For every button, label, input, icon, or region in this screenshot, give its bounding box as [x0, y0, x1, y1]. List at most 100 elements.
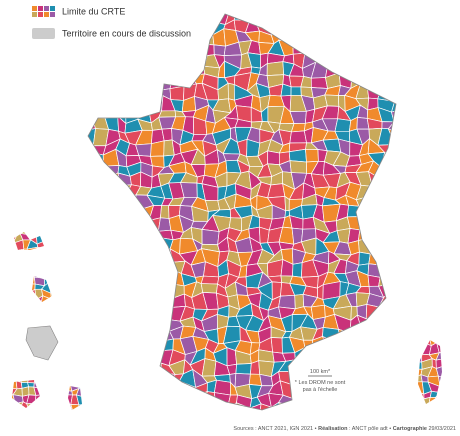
territory	[403, 108, 416, 120]
territory	[149, 61, 164, 75]
territory	[366, 218, 383, 230]
territory	[169, 419, 182, 432]
territory	[311, 38, 326, 58]
territory	[400, 303, 416, 316]
territory	[39, 304, 51, 314]
territory	[92, 54, 110, 64]
territory	[62, 359, 74, 371]
territory	[139, 326, 150, 342]
territory	[333, 335, 346, 354]
territory	[14, 318, 25, 327]
territory	[366, 228, 386, 238]
territory	[12, 400, 16, 410]
territory	[62, 367, 74, 378]
territory	[92, 390, 101, 397]
territory	[61, 311, 70, 321]
scale: 100 km* * Les DROM ne sont pas à l'échel…	[295, 369, 346, 393]
territory	[366, 14, 382, 25]
territory	[62, 372, 74, 383]
territory	[96, 214, 109, 235]
territory	[200, 275, 220, 285]
territory	[391, 336, 396, 355]
territory	[394, 143, 396, 155]
territory	[134, 336, 150, 354]
territory	[324, 94, 340, 107]
territory	[381, 391, 390, 410]
territory	[377, 28, 396, 46]
territory	[88, 87, 98, 98]
territory	[343, 347, 360, 366]
territory	[377, 38, 396, 54]
territory	[322, 30, 341, 46]
territory	[102, 95, 119, 111]
footer-part: 29/03/2021	[427, 426, 456, 432]
territory	[134, 260, 155, 274]
territory	[200, 283, 218, 294]
territory	[411, 405, 424, 417]
territory	[88, 193, 98, 210]
territory	[88, 338, 99, 351]
territory	[356, 369, 374, 388]
territory	[114, 419, 126, 429]
territory	[83, 234, 94, 245]
territory	[390, 314, 396, 330]
territory	[12, 311, 18, 320]
territory	[36, 407, 46, 410]
territory	[289, 31, 306, 44]
territory	[32, 317, 44, 325]
territory	[380, 405, 390, 410]
territory	[169, 38, 188, 54]
territory	[70, 255, 80, 266]
territory	[83, 369, 92, 374]
territory	[420, 396, 431, 404]
territory	[136, 359, 149, 375]
territory	[88, 314, 100, 332]
territory	[92, 405, 101, 413]
territory	[69, 269, 79, 278]
territory	[368, 170, 385, 187]
territory	[379, 251, 395, 266]
territory	[168, 405, 183, 410]
territory	[91, 74, 105, 89]
territory	[428, 406, 437, 415]
territory	[104, 259, 120, 278]
territory	[40, 232, 52, 235]
territory	[418, 340, 425, 345]
territory	[78, 372, 82, 385]
territory	[147, 324, 163, 343]
territory	[48, 394, 57, 406]
territory	[402, 140, 414, 156]
territory	[113, 405, 129, 410]
territory	[302, 31, 319, 44]
territory	[49, 316, 56, 327]
territory	[129, 330, 142, 343]
territory	[289, 130, 307, 144]
territory	[55, 344, 64, 355]
territory	[160, 306, 170, 321]
territory	[86, 380, 94, 391]
territory	[368, 38, 380, 54]
territory	[63, 412, 73, 416]
territory	[21, 360, 32, 371]
territory-group	[12, 232, 101, 426]
territory	[358, 236, 371, 255]
territory	[289, 18, 308, 36]
territory	[157, 283, 175, 299]
territory	[116, 316, 132, 333]
territory	[26, 403, 39, 410]
territory	[171, 60, 185, 80]
territory	[12, 345, 15, 355]
territory	[145, 247, 164, 263]
territory	[366, 207, 383, 220]
territory	[49, 248, 58, 257]
territory	[303, 406, 313, 410]
territory	[69, 275, 79, 287]
territory	[202, 14, 218, 24]
territory	[92, 296, 101, 307]
territory	[354, 391, 374, 407]
territory	[344, 62, 363, 79]
territory	[391, 227, 396, 242]
territory	[50, 416, 59, 426]
territory	[392, 74, 396, 91]
territory	[69, 345, 80, 357]
